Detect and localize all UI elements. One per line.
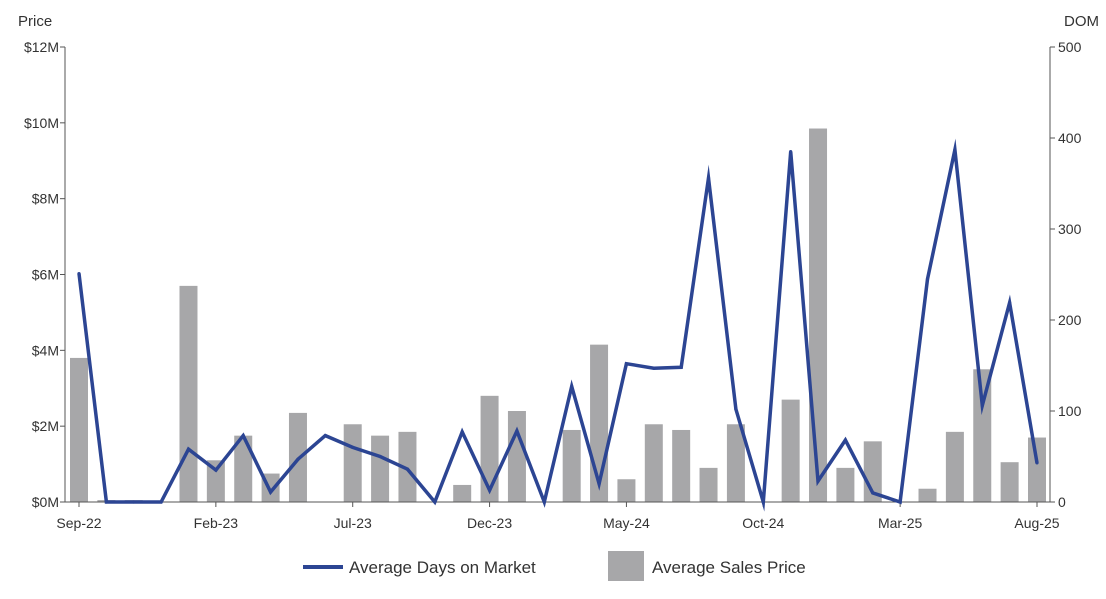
- dom-point-Nov-23: [460, 430, 464, 434]
- dom-point-Dec-23: [487, 488, 492, 492]
- dom-point-Jun-23: [323, 433, 327, 438]
- dom-point-Dec-22: [159, 500, 163, 504]
- bar-Jan-23: [179, 285, 198, 502]
- dom-point-Jun-24: [652, 366, 656, 370]
- right-tick-label: 300: [1058, 221, 1082, 237]
- left-axis-title: Price: [18, 13, 52, 30]
- dom-point-Jan-24: [515, 429, 519, 433]
- right-tick-label: 100: [1058, 403, 1082, 419]
- dom-point-Aug-23: [378, 454, 382, 459]
- dom-point-Aug-24: [706, 176, 711, 180]
- dom-point-Jul-23: [351, 445, 355, 449]
- x-tick-label: Feb-23: [194, 515, 239, 531]
- dom-point-Aug-25: [1035, 461, 1039, 465]
- bar-Jan-24: [507, 411, 526, 502]
- right-axis-title: DOM: [1064, 13, 1099, 30]
- bar-Jun-25: [973, 369, 992, 502]
- bar-Sep-23: [398, 431, 417, 502]
- bar-Mar-23: [234, 435, 253, 502]
- left-tick-label: $10M: [24, 115, 59, 131]
- x-tick-label: Dec-23: [467, 515, 512, 531]
- left-tick-label: $8M: [32, 191, 59, 207]
- bar-Feb-23: [206, 460, 225, 502]
- x-tick-label: Oct-24: [742, 515, 784, 531]
- left-tick-label: $2M: [32, 418, 59, 434]
- right-tick-label: 400: [1058, 130, 1082, 146]
- dom-point-Sep-23: [405, 467, 410, 471]
- left-tick-label: $12M: [24, 39, 59, 55]
- dom-point-Sep-22: [77, 271, 81, 276]
- dom-point-Oct-24: [761, 500, 765, 504]
- dom-point-Feb-23: [214, 468, 218, 472]
- dom-point-Jun-25: [980, 403, 984, 408]
- bar-Jun-24: [644, 424, 663, 502]
- dom-point-Jan-25: [843, 438, 848, 442]
- bar-Aug-25: [1028, 437, 1046, 502]
- dom-point-Feb-25: [871, 491, 875, 495]
- bar-Aug-23: [371, 435, 390, 502]
- bar-May-24: [617, 479, 636, 502]
- dom-line: [77, 138, 1039, 512]
- dom-point-Mar-24: [570, 384, 574, 389]
- dom-point-Mar-23: [241, 433, 245, 438]
- x-tick-label: May-24: [603, 515, 650, 531]
- dom-point-Nov-22: [132, 500, 136, 504]
- legend: Average Days on Market Average Sales Pri…: [303, 551, 806, 581]
- bar-Nov-23: [453, 484, 472, 502]
- right-tick-label: 200: [1058, 312, 1082, 328]
- dom-point-Apr-24: [597, 482, 601, 486]
- dom-point-May-23: [296, 457, 300, 461]
- dom-point-Feb-24: [542, 500, 546, 504]
- legend-bar-swatch: [608, 551, 644, 581]
- bar-Jul-23: [343, 424, 362, 502]
- dom-point-Sep-24: [734, 407, 738, 411]
- left-tick-label: $6M: [32, 267, 59, 283]
- legend-label-price: Average Sales Price: [652, 558, 806, 577]
- bar-Dec-23: [480, 395, 499, 502]
- bar-Jan-25: [836, 467, 855, 502]
- bar-Sep-22: [70, 357, 88, 502]
- dom-point-Mar-25: [898, 500, 902, 504]
- dom-point-Oct-22: [104, 500, 108, 504]
- dom-point-Apr-25: [925, 277, 930, 281]
- bar-Mar-24: [562, 429, 581, 502]
- line-series: [77, 138, 1039, 512]
- dom-point-Oct-23: [433, 500, 437, 504]
- bar-Aug-24: [699, 467, 718, 502]
- dom-point-May-24: [624, 362, 629, 366]
- dom-point-Dec-24: [816, 479, 820, 483]
- dom-point-Apr-23: [269, 490, 273, 494]
- bar-Dec-24: [809, 128, 828, 503]
- left-tick-label: $0M: [32, 494, 59, 510]
- left-tick-label: $4M: [32, 342, 59, 358]
- dom-point-Jan-23: [186, 447, 191, 451]
- x-tick-label: Mar-25: [878, 515, 923, 531]
- legend-label-dom: Average Days on Market: [349, 558, 536, 577]
- dom-point-Nov-24: [789, 150, 793, 154]
- bar-May-25: [945, 431, 964, 502]
- bar-Jul-25: [1000, 462, 1019, 502]
- x-tick-label: Aug-25: [1014, 515, 1059, 531]
- right-tick-label: 0: [1058, 494, 1066, 510]
- bar-Apr-25: [918, 488, 937, 502]
- bar-Sep-24: [726, 424, 745, 502]
- bar-Jul-24: [672, 429, 691, 502]
- dom-point-Jul-25: [1008, 301, 1012, 305]
- x-tick-label: Sep-22: [56, 515, 101, 531]
- dom-point-Jul-24: [679, 365, 683, 369]
- dom-point-May-25: [953, 148, 957, 152]
- right-tick-label: 500: [1058, 39, 1082, 55]
- axes: $0M $2M $4M $6M $8M $10M $12M 0 100 200 300 400 500 S…: [24, 39, 1082, 531]
- x-tick-label: Jul-23: [334, 515, 372, 531]
- bar-Nov-24: [781, 399, 800, 502]
